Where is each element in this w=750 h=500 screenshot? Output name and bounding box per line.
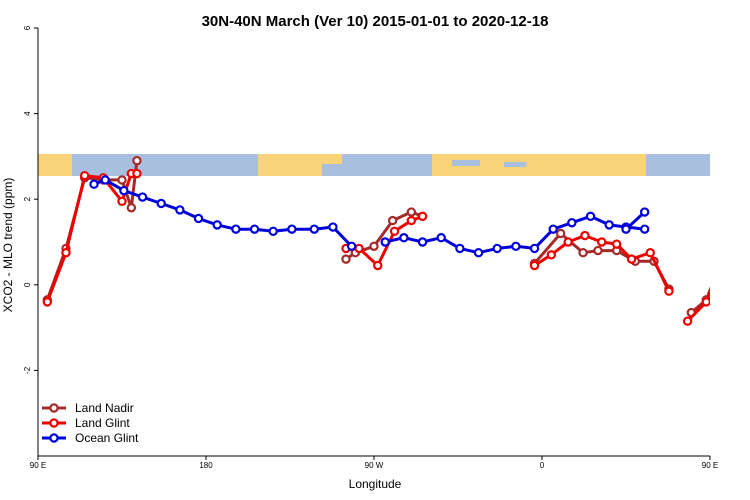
y-tick-label: 0 — [23, 282, 32, 287]
data-point — [406, 207, 417, 217]
data-point — [61, 247, 71, 258]
chart-title: 30N-40N March (Ver 10) 2015-01-01 to 202… — [202, 13, 549, 30]
data-point — [639, 224, 650, 234]
data-point — [639, 207, 650, 217]
data-point — [548, 224, 558, 234]
y-axis-title: XCO2 - MLO trend (ppm) — [1, 178, 15, 313]
data-point — [380, 237, 390, 247]
data-point — [682, 316, 693, 326]
data-point — [585, 211, 596, 222]
series-line — [690, 286, 710, 314]
data-point — [268, 226, 278, 236]
data-point — [132, 155, 142, 166]
data-point — [529, 243, 540, 254]
data-point — [621, 224, 631, 234]
data-point — [455, 243, 465, 254]
data-point — [354, 243, 364, 254]
data-point — [744, 174, 750, 181]
data-point — [42, 297, 53, 307]
data-point — [79, 170, 90, 181]
data-point — [117, 175, 127, 185]
data-point — [593, 245, 603, 256]
data-point — [492, 243, 502, 254]
x-tick-label: 90 W — [365, 461, 384, 470]
data-point — [212, 220, 222, 230]
series-layer — [42, 155, 750, 326]
data-point — [132, 168, 142, 179]
x-tick-label: 180 — [199, 461, 213, 470]
data-point — [249, 224, 260, 234]
data-point — [100, 175, 110, 185]
data-point — [328, 222, 338, 232]
data-point — [701, 297, 710, 307]
data-point — [721, 245, 728, 252]
legend-marker — [49, 433, 59, 443]
data-point — [369, 241, 379, 251]
data-point — [156, 198, 166, 209]
series-land-nadir — [42, 155, 750, 318]
data-point — [231, 224, 241, 234]
data-point — [721, 249, 728, 256]
data-point — [436, 233, 446, 243]
y-tick-label: -2 — [23, 366, 32, 374]
data-point — [341, 254, 351, 264]
x-tick-label: 0 — [540, 461, 545, 470]
data-point — [309, 224, 319, 234]
data-point — [399, 233, 409, 243]
data-point — [346, 241, 357, 251]
x-tick-label: 90 E — [702, 461, 718, 470]
data-point — [529, 260, 540, 271]
data-point — [555, 228, 566, 239]
data-point — [567, 218, 577, 228]
data-point — [645, 247, 655, 258]
data-point — [597, 237, 607, 247]
data-point — [387, 215, 398, 226]
data-point — [473, 247, 484, 258]
data-point — [417, 237, 428, 247]
axis-layer: -2 0 2 4 6 90 E 180 90 W 0 90 E — [23, 25, 718, 470]
legend-marker — [49, 418, 59, 428]
data-point — [580, 230, 590, 241]
data-point — [578, 247, 588, 258]
y-tick-label: 6 — [23, 25, 32, 30]
data-point — [511, 241, 521, 251]
data-point — [604, 220, 614, 230]
data-point — [626, 254, 637, 264]
data-point — [117, 196, 127, 207]
data-point — [137, 192, 148, 202]
y-tick-label: 4 — [23, 111, 32, 116]
series-land-glint — [42, 168, 750, 326]
data-point — [563, 237, 573, 247]
x-axis-title: Longitude — [349, 477, 402, 491]
data-point — [611, 239, 622, 249]
data-point — [389, 226, 400, 236]
legend-label: Land Glint — [75, 416, 130, 430]
data-point — [175, 205, 185, 215]
data-point — [119, 185, 129, 196]
data-point — [193, 213, 204, 224]
data-point — [126, 203, 137, 213]
data-point — [287, 224, 297, 234]
series-line — [686, 286, 710, 323]
data-point — [664, 286, 674, 296]
y-tick-label: 2 — [23, 196, 32, 201]
x-tick-label: 90 E — [30, 461, 46, 470]
legend-label: Ocean Glint — [75, 431, 139, 445]
series-ocean-glint — [89, 175, 650, 258]
data-point — [89, 179, 99, 189]
legend-label: Land Nadir — [75, 401, 134, 415]
legend-marker — [49, 403, 59, 413]
data-point — [744, 172, 750, 179]
data-point — [417, 211, 428, 222]
world-map-strip — [38, 154, 710, 176]
data-point — [406, 215, 417, 226]
data-point — [373, 260, 383, 271]
data-point — [546, 250, 557, 260]
